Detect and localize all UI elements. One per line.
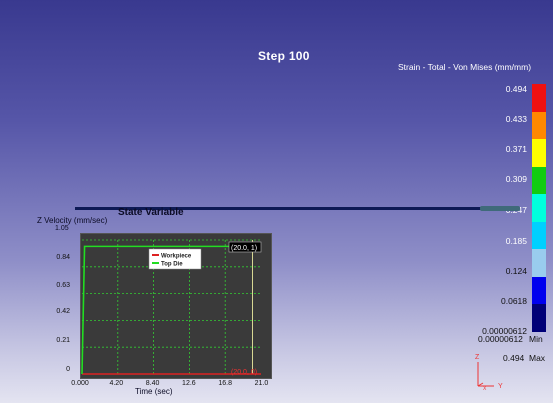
x-tick-label: 16.8 — [218, 380, 232, 387]
legend-value: 0.185 — [505, 236, 527, 246]
x-tick-label: 0.000 — [71, 380, 89, 387]
marker-top-label: (20.0, 1) — [231, 245, 257, 252]
x-axis-line — [477, 382, 484, 387]
workpiece-part[interactable] — [75, 207, 515, 210]
legend-max-value: 0.494 — [503, 353, 525, 363]
legend-min-label: Min — [529, 334, 543, 344]
legend-title: Strain - Total - Von Mises (mm/mm) — [398, 62, 532, 72]
z-axis-text: Z — [475, 354, 480, 361]
legend-value: 0.433 — [505, 114, 527, 124]
x-tick-label: 8.40 — [145, 380, 160, 387]
legend-color-bar — [532, 84, 546, 333]
legend-value: 0.494 — [505, 84, 527, 94]
legend-value: 0.0618 — [501, 296, 527, 306]
y-axis-text: Y — [498, 383, 503, 390]
legend-value: 0.124 — [505, 266, 527, 276]
series-line-top-die — [81, 245, 261, 375]
axes-orientation-icon: Z Y X — [475, 354, 503, 392]
plot-legend-label: Workpiece — [161, 254, 192, 260]
marker-top-box — [228, 241, 262, 253]
top-die-part[interactable] — [480, 206, 520, 211]
legend-min-value: 0.00000612 — [478, 334, 523, 344]
state-variable-title: State Variable — [118, 207, 184, 218]
y-tick-label: 0.21 — [56, 337, 70, 344]
legend-max-label: Max — [529, 353, 546, 363]
legend-value: 0.00000612 — [482, 326, 527, 336]
x-tick-label: 4.20 — [109, 380, 124, 387]
y-axis-max-label: 1.05 — [55, 225, 69, 232]
marker-bottom-label: (20.0, 0) — [231, 369, 257, 376]
x-tick-label: 21.0 — [254, 380, 269, 387]
y-tick-label: 0.84 — [56, 254, 70, 261]
legend-color-segment — [532, 276, 546, 305]
plot-canvas: Workpiece Top Die (20.0, 1) (20.0, 0) — [81, 239, 262, 376]
state-variable-plot[interactable]: Workpiece Top Die (20.0, 1) (20.0, 0) — [80, 233, 272, 379]
legend-color-segment — [532, 166, 546, 195]
x-axis-text: X — [483, 386, 487, 392]
legend-color-segment — [532, 194, 546, 223]
legend-color-segment — [532, 84, 546, 113]
x-tick-label: 12.6 — [182, 380, 196, 387]
legend-color-segment — [532, 249, 546, 278]
legend-value: 0.371 — [505, 144, 527, 154]
legend-color-segment — [532, 111, 546, 140]
y-tick-label: 0 — [66, 366, 70, 373]
step-label: Step 100 — [258, 49, 310, 63]
x-axis-label: Time (sec) — [135, 387, 173, 396]
legend-color-segment — [532, 139, 546, 168]
plot-legend-label: Top Die — [161, 262, 183, 268]
y-tick-label: 0.42 — [56, 308, 70, 315]
y-tick-label: 0.63 — [56, 282, 70, 289]
y-axis-label: Z Velocity (mm/sec) — [37, 216, 108, 225]
plot-legend-box — [148, 248, 202, 270]
legend-color-segment — [532, 221, 546, 250]
legend-value: 0.309 — [505, 174, 527, 184]
legend-color-segment — [532, 304, 546, 333]
